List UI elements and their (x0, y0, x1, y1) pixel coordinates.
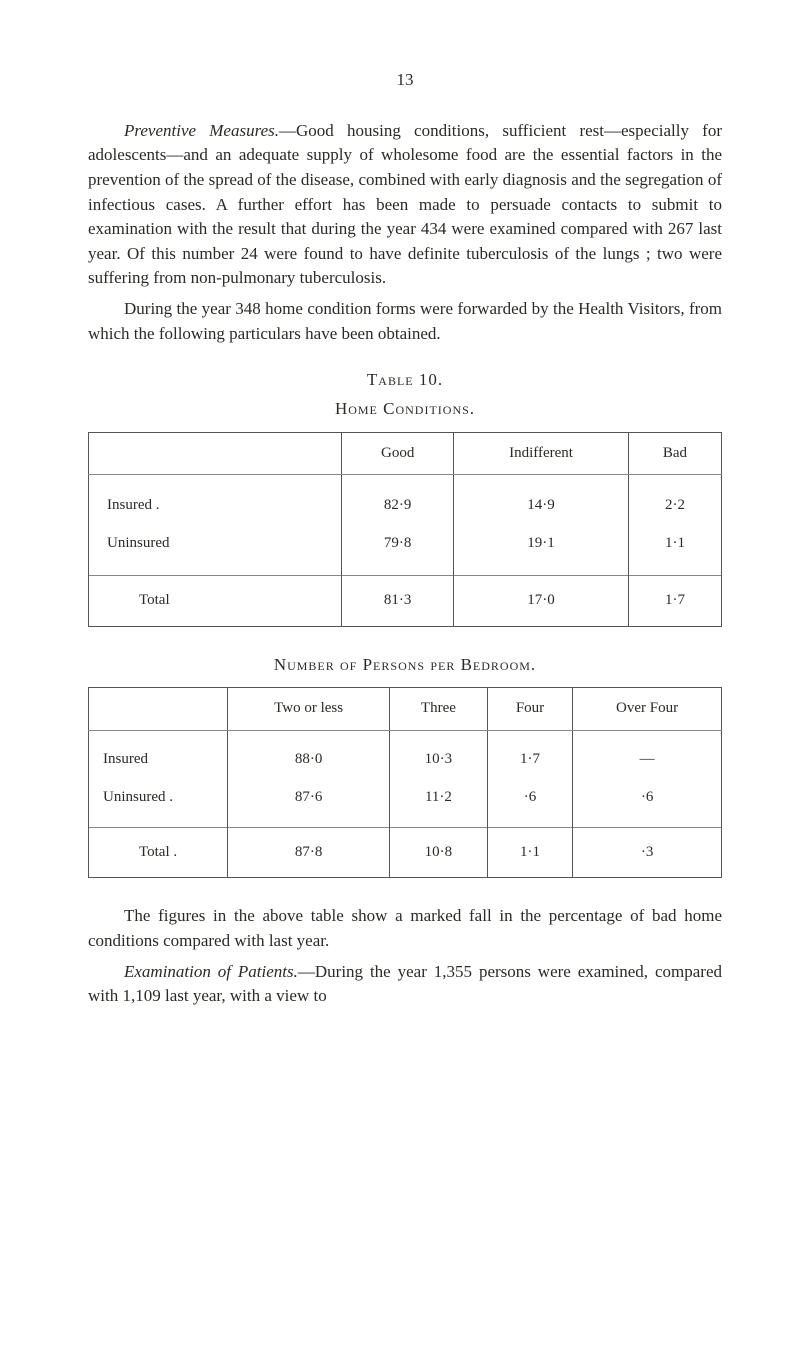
cell: 1·7 (628, 575, 721, 626)
col-blank (89, 688, 228, 731)
col-four: Four (487, 688, 572, 731)
table-header-row: Good Indifferent Bad (89, 432, 722, 475)
col-good: Good (342, 432, 454, 475)
home-conditions-title: Home Conditions. (88, 397, 722, 422)
col-three: Three (390, 688, 488, 731)
table-header-row: Two or less Three Four Over Four (89, 688, 722, 731)
paragraph-1: Preventive Measures.—Good housing condit… (88, 119, 722, 291)
paragraph-2: During the year 348 home condition forms… (88, 297, 722, 346)
page-number: 13 (88, 68, 722, 93)
paragraph-4: Examination of Patients.—During the year… (88, 960, 722, 1009)
table-total-row: Total 81·3 17·0 1·7 (89, 575, 722, 626)
cell: 19·1 (454, 525, 629, 575)
lead-italic: Preventive Measures. (124, 121, 279, 140)
cell: 10·3 (390, 731, 488, 779)
bedroom-table: Two or less Three Four Over Four Insured… (88, 687, 722, 878)
row-label: Uninsured (89, 525, 342, 575)
total-label: Total . (89, 827, 228, 878)
paragraph-3: The figures in the above table show a ma… (88, 904, 722, 953)
col-blank (89, 432, 342, 475)
col-over-four: Over Four (573, 688, 722, 731)
cell: 87·6 (228, 779, 390, 827)
cell: 79·8 (342, 525, 454, 575)
p1-text: —Good housing conditions, sufficient res… (88, 121, 722, 288)
bedroom-title: Number of Persons per Bedroom. (88, 653, 722, 678)
lead-italic: Examination of Patients. (124, 962, 298, 981)
table-label: Table 10. (88, 368, 722, 393)
cell: 1·7 (487, 731, 572, 779)
row-label: Uninsured . (89, 779, 228, 827)
cell: 82·9 (342, 475, 454, 525)
cell: 1·1 (628, 525, 721, 575)
cell: 14·9 (454, 475, 629, 525)
table-row: Insured 88·0 10·3 1·7 — (89, 731, 722, 779)
home-conditions-table: Good Indifferent Bad Insured . 82·9 14·9… (88, 432, 722, 627)
cell: 17·0 (454, 575, 629, 626)
col-indifferent: Indifferent (454, 432, 629, 475)
cell: 11·2 (390, 779, 488, 827)
row-label: Insured . (89, 475, 342, 525)
cell: ·6 (487, 779, 572, 827)
cell: 10·8 (390, 827, 488, 878)
cell: — (573, 731, 722, 779)
total-label: Total (89, 575, 342, 626)
cell: 2·2 (628, 475, 721, 525)
row-label: Insured (89, 731, 228, 779)
cell: 88·0 (228, 731, 390, 779)
table-row: Uninsured 79·8 19·1 1·1 (89, 525, 722, 575)
table-total-row: Total . 87·8 10·8 1·1 ·3 (89, 827, 722, 878)
col-two-or-less: Two or less (228, 688, 390, 731)
cell: ·6 (573, 779, 722, 827)
table-row: Insured . 82·9 14·9 2·2 (89, 475, 722, 525)
cell: 87·8 (228, 827, 390, 878)
col-bad: Bad (628, 432, 721, 475)
cell: ·3 (573, 827, 722, 878)
cell: 81·3 (342, 575, 454, 626)
table-row: Uninsured . 87·6 11·2 ·6 ·6 (89, 779, 722, 827)
cell: 1·1 (487, 827, 572, 878)
